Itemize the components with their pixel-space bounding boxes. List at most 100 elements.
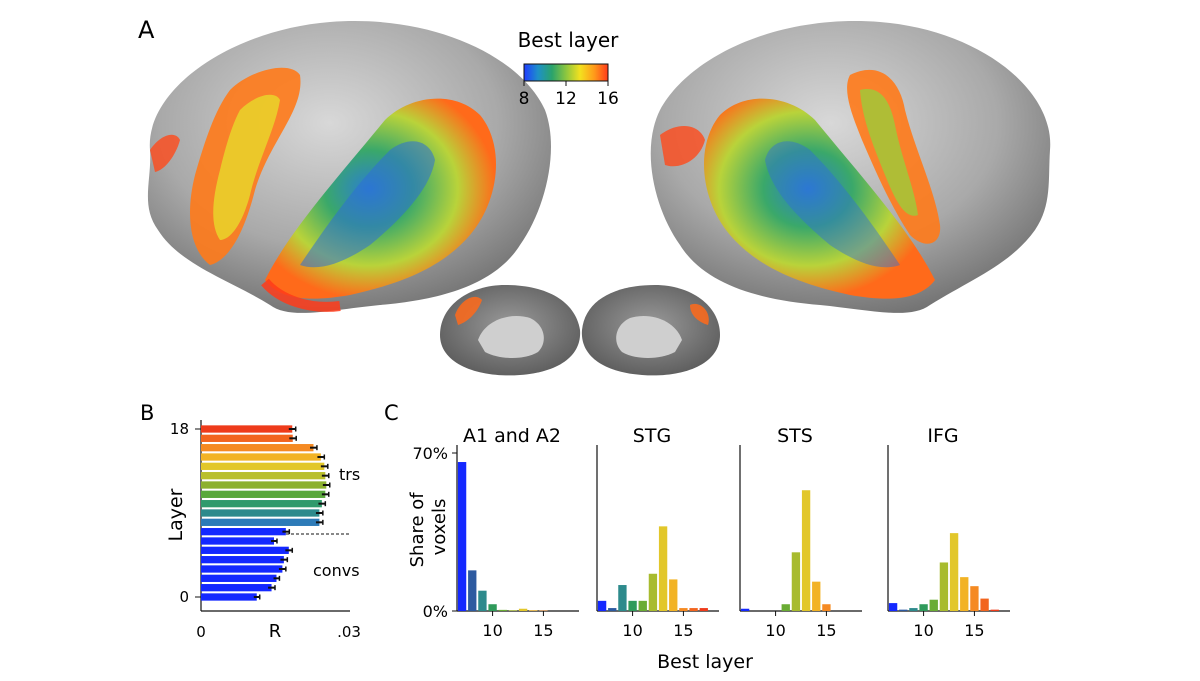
panel-label-b: B bbox=[140, 401, 154, 425]
bar-layer-14 bbox=[812, 581, 821, 611]
bar-layer-14 bbox=[529, 610, 538, 611]
colorbar-tick-label: 16 bbox=[597, 89, 619, 109]
histogram-stg: STG 10 15 bbox=[596, 425, 719, 640]
bar-layer-11 bbox=[638, 600, 647, 611]
colorbar-title: Best layer bbox=[518, 28, 620, 52]
bar-layer-9 bbox=[618, 585, 627, 611]
series-title: A1 and A2 bbox=[463, 425, 561, 447]
histogram-a1-and-a2: A1 and A2 10 15 70% 0% bbox=[412, 425, 579, 640]
bar-layer-2 bbox=[201, 574, 277, 582]
bar-layer-9 bbox=[201, 509, 320, 517]
x-tick-label: 15 bbox=[964, 621, 984, 640]
bar-layer-11 bbox=[929, 599, 938, 611]
bar-layer-16 bbox=[201, 444, 314, 452]
bar-layer-8 bbox=[468, 570, 477, 611]
annotation-convs: convs bbox=[313, 561, 360, 580]
bar-layer-11 bbox=[201, 490, 326, 498]
bar-layer-13 bbox=[949, 533, 959, 611]
bar-layer-14 bbox=[669, 579, 678, 611]
bar-layer-0 bbox=[201, 593, 257, 601]
histogram-ifg: IFG 10 15 bbox=[887, 425, 1010, 640]
bar-layer-16 bbox=[689, 608, 698, 611]
x-tick-label: 10 bbox=[913, 621, 933, 640]
bar-layer-15 bbox=[679, 608, 688, 611]
bar-layer-13 bbox=[518, 608, 528, 611]
y-tick-label: 18 bbox=[170, 420, 189, 438]
layer-correlation-chart: Layer R 0 .03 18 0 trs convs bbox=[165, 420, 361, 642]
bar-layer-8 bbox=[899, 609, 908, 611]
colorbar-tick-label: 8 bbox=[519, 89, 530, 109]
bar-layer-3 bbox=[201, 565, 283, 573]
bar-layer-10 bbox=[628, 600, 637, 611]
bar-layer-12 bbox=[508, 610, 518, 611]
bar-layer-12 bbox=[201, 481, 327, 489]
bar-layer-12 bbox=[939, 562, 949, 611]
bar-layer-12 bbox=[648, 573, 658, 611]
x-tick-label: 15 bbox=[533, 621, 553, 640]
bar-layer-6 bbox=[201, 537, 275, 545]
bars-group bbox=[201, 425, 331, 601]
bar-layer-15 bbox=[201, 453, 321, 461]
annotation-trs: trs bbox=[339, 465, 360, 484]
bar-layer-12 bbox=[791, 552, 801, 611]
histogram-sts: STS 10 15 bbox=[739, 425, 862, 640]
bar-layer-17 bbox=[201, 434, 293, 442]
bar-layer-7 bbox=[740, 608, 750, 611]
x-tick-label: 10 bbox=[765, 621, 785, 640]
right-hemisphere-medial-view bbox=[581, 285, 720, 376]
bar-layer-13 bbox=[801, 490, 811, 611]
bar-layer-10 bbox=[919, 604, 928, 611]
panel-label-c: C bbox=[384, 401, 399, 425]
bar-layer-17 bbox=[699, 608, 708, 611]
bar-layer-10 bbox=[201, 500, 322, 508]
y-axis-label: Layer bbox=[165, 488, 187, 541]
bar-layer-13 bbox=[658, 526, 668, 611]
bar-layer-18 bbox=[201, 425, 293, 433]
series-title: IFG bbox=[927, 425, 958, 447]
best-layer-histograms: A1 and A2 10 15 70% 0% STG 10 15 STS 10 15 IFG 10 15 bbox=[412, 425, 1010, 640]
x-tick-label: 15 bbox=[673, 621, 693, 640]
bar-layer-13 bbox=[201, 472, 326, 480]
y-tick-label: 70% bbox=[412, 444, 448, 463]
bar-layer-4 bbox=[201, 556, 284, 564]
bar-layer-16 bbox=[980, 598, 989, 611]
panel-label-a: A bbox=[138, 16, 155, 44]
x-axis-label: R bbox=[269, 621, 282, 642]
bar-layer-10 bbox=[488, 604, 497, 611]
colorbar-gradient-bar bbox=[523, 63, 609, 82]
series-title: STS bbox=[777, 425, 813, 447]
y-axis-label-line: voxels bbox=[429, 499, 450, 556]
bar-layer-9 bbox=[478, 590, 487, 611]
x-tick-label: 10 bbox=[622, 621, 642, 640]
bar-layer-8 bbox=[201, 518, 320, 526]
right-hemisphere-lateral-view bbox=[650, 21, 1051, 313]
bar-layer-9 bbox=[909, 608, 918, 611]
bar-layer-1 bbox=[201, 584, 272, 592]
bar-layer-14 bbox=[960, 577, 969, 611]
bar-layer-17 bbox=[990, 609, 999, 611]
bar-layer-7 bbox=[888, 603, 898, 611]
left-hemisphere-lateral-view bbox=[147, 21, 551, 313]
x-tick-label: 0 bbox=[196, 623, 206, 641]
x-tick-label: 15 bbox=[816, 621, 836, 640]
y-axis-label: Share of voxels bbox=[407, 487, 450, 568]
bar-layer-15 bbox=[822, 604, 831, 611]
x-axis-label: Best layer bbox=[657, 651, 753, 673]
series-title: STG bbox=[633, 425, 671, 447]
colorbar-tick-label: 12 bbox=[555, 89, 577, 109]
y-axis-label-line: Share of bbox=[407, 492, 428, 568]
y-tick-label: 0% bbox=[423, 602, 448, 621]
bar-layer-5 bbox=[201, 546, 289, 554]
bar-layer-8 bbox=[608, 608, 617, 611]
bar-layer-11 bbox=[781, 604, 790, 611]
bar-layer-7 bbox=[201, 528, 286, 536]
x-tick-label: .03 bbox=[337, 623, 361, 641]
bar-layer-14 bbox=[201, 462, 325, 470]
bar-layer-7 bbox=[457, 462, 467, 611]
left-hemisphere-medial-view bbox=[440, 285, 581, 376]
x-tick-label: 10 bbox=[482, 621, 502, 640]
bar-layer-11 bbox=[498, 609, 507, 611]
colorbar: Best layer 8 12 16 bbox=[518, 28, 620, 109]
bar-layer-7 bbox=[597, 600, 607, 611]
